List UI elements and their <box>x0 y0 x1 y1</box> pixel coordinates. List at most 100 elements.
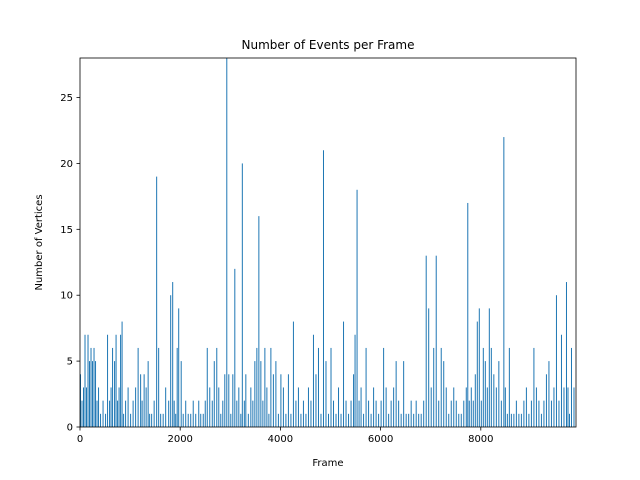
bar <box>418 413 420 427</box>
bar <box>472 400 474 427</box>
bar <box>503 137 505 427</box>
bar <box>350 400 352 427</box>
bar <box>558 400 560 427</box>
bar <box>310 400 312 427</box>
bar <box>482 347 484 427</box>
bar <box>353 374 355 427</box>
bar <box>182 413 184 427</box>
bar <box>287 374 289 427</box>
bar <box>458 413 460 427</box>
bar <box>533 347 535 427</box>
bar <box>297 387 299 427</box>
bar <box>550 400 552 427</box>
bar <box>410 400 412 427</box>
bar <box>555 295 557 427</box>
bar <box>195 413 197 427</box>
bar <box>400 413 402 427</box>
bar <box>333 400 335 427</box>
bar <box>448 413 450 427</box>
bar <box>490 347 492 427</box>
bar <box>405 413 407 427</box>
bar <box>565 282 567 427</box>
bar <box>107 334 109 427</box>
bar <box>95 361 97 427</box>
bar <box>563 387 565 427</box>
bar <box>330 347 332 427</box>
bar <box>525 387 527 427</box>
bar <box>540 413 542 427</box>
bar <box>114 361 116 427</box>
bar <box>89 361 91 427</box>
bar <box>408 413 410 427</box>
bar <box>224 374 226 427</box>
bar <box>112 347 114 427</box>
bar <box>209 387 211 427</box>
bar <box>373 387 375 427</box>
bar <box>335 413 337 427</box>
y-tick-label: 0 <box>67 423 73 434</box>
bar <box>345 400 347 427</box>
bar <box>295 400 297 427</box>
bar <box>222 400 224 427</box>
bar <box>176 347 178 427</box>
bar <box>378 413 380 427</box>
y-tick-label: 5 <box>67 357 73 368</box>
bar <box>443 361 445 427</box>
bar <box>206 347 208 427</box>
bar <box>109 400 111 427</box>
bar <box>84 334 86 427</box>
bar <box>204 400 206 427</box>
y-tick-label: 20 <box>60 159 73 170</box>
bar <box>385 387 387 427</box>
bar <box>175 413 177 427</box>
bar <box>465 387 467 427</box>
bar <box>115 334 117 427</box>
bar <box>216 347 218 427</box>
bar <box>121 321 123 427</box>
x-tick-label: 6000 <box>368 434 393 445</box>
bar <box>340 413 342 427</box>
bar <box>510 413 512 427</box>
bar <box>264 347 266 427</box>
bar <box>266 387 268 427</box>
bar <box>530 400 532 427</box>
bar <box>170 295 172 427</box>
bar <box>241 163 243 427</box>
bar <box>280 374 282 427</box>
bar <box>307 387 309 427</box>
bar <box>506 413 508 427</box>
bar <box>83 387 85 427</box>
y-tick-label: 25 <box>60 93 73 104</box>
bar <box>538 400 540 427</box>
bar <box>500 400 502 427</box>
bar <box>543 400 545 427</box>
bar <box>198 400 200 427</box>
bar <box>86 387 88 427</box>
y-tick-label: 15 <box>60 225 73 236</box>
bar <box>325 361 327 427</box>
bar <box>343 321 345 427</box>
bar <box>338 387 340 427</box>
bar <box>573 387 575 427</box>
bar <box>238 387 240 427</box>
bar <box>430 387 432 427</box>
bar-series <box>80 58 575 427</box>
bar <box>495 387 497 427</box>
chart-title: Number of Events per Frame <box>242 38 415 52</box>
bar <box>285 413 287 427</box>
bar <box>504 387 506 427</box>
bar <box>132 400 134 427</box>
bar <box>388 413 390 427</box>
bar <box>360 387 362 427</box>
bar <box>455 400 457 427</box>
bar <box>423 400 425 427</box>
bar <box>247 413 249 427</box>
bar <box>202 413 204 427</box>
bar <box>508 347 510 427</box>
x-axis-ticks: 0 2000 4000 6000 8000 <box>77 427 494 445</box>
bar <box>160 413 162 427</box>
bar <box>254 361 256 427</box>
y-axis-ticks: 0 5 10 15 20 25 <box>60 93 80 434</box>
bar <box>213 361 215 427</box>
